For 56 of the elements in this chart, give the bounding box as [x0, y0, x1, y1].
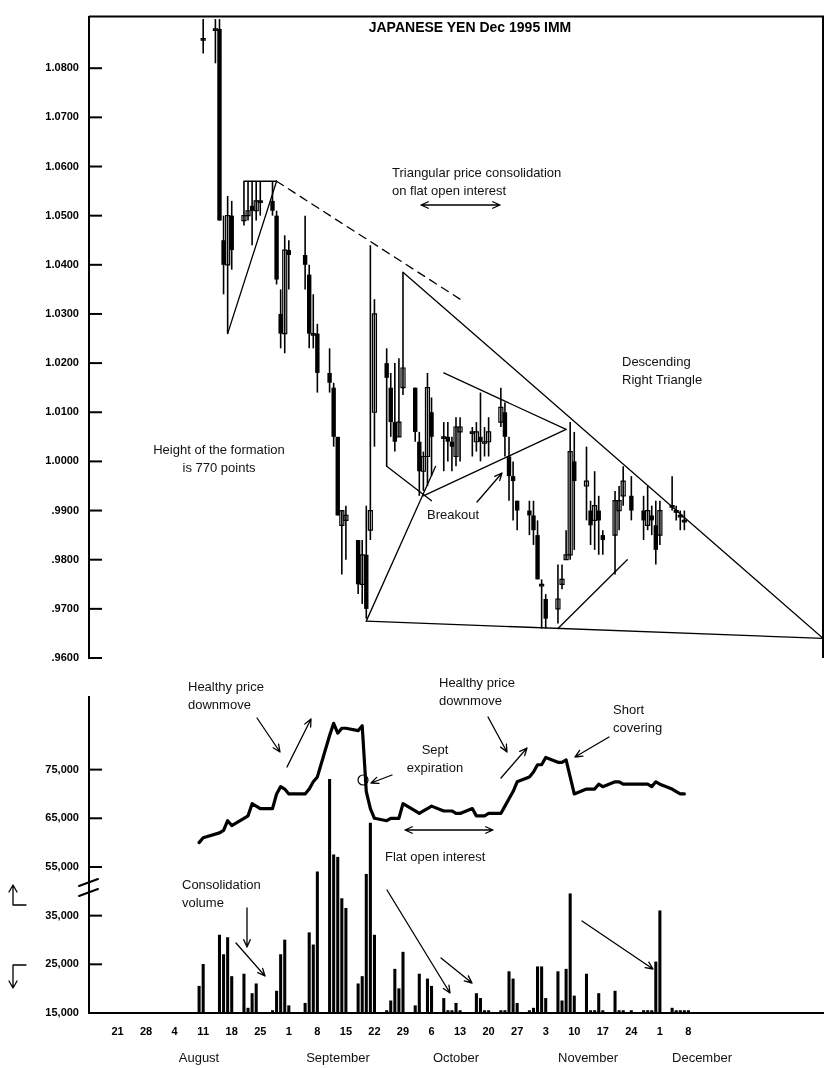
y-tick-label: 35,000	[45, 908, 79, 921]
x-tick-label: 29	[396, 1024, 410, 1037]
x-tick-label: 1	[285, 1024, 292, 1037]
y-tick-label: 1.0500	[45, 208, 79, 221]
y-tick-label: 1.0600	[45, 159, 79, 172]
x-tick-label: 24	[625, 1024, 639, 1037]
y-tick-label: 55,000	[45, 860, 79, 872]
y-tick-label: .9900	[51, 503, 79, 516]
y-tick-label: 1.0300	[45, 306, 79, 319]
x-tick-label: 8	[314, 1024, 321, 1037]
x-tick-label: 18	[225, 1024, 238, 1037]
y-tick-label: .9700	[51, 601, 79, 614]
x-tick-label: 11	[197, 1024, 209, 1037]
y-tick-label: 25,000	[45, 957, 79, 970]
annotation: Triangular price consolidation on flat open interest	[392, 164, 562, 200]
x-tick-label: 17	[596, 1024, 609, 1037]
annotation: Height of the formation is 770 points	[153, 441, 285, 477]
annotation: Healthy price downmove	[439, 674, 515, 710]
annotation: Short covering	[613, 701, 663, 737]
x-tick-label: 20	[482, 1024, 495, 1037]
text: September	[306, 1049, 370, 1067]
x-tick-label: 27	[511, 1024, 524, 1037]
y-tick-label: 1.0400	[45, 257, 79, 270]
y-tick-label: 15,000	[45, 1006, 79, 1019]
annotation: Descending Right Triangle	[622, 353, 703, 389]
y-tick-label: 75,000	[45, 762, 79, 775]
x-tick-label: 15	[339, 1024, 353, 1037]
y-tick-label: 1.0700	[45, 110, 79, 123]
x-tick-label: 25	[254, 1024, 267, 1037]
text: August	[178, 1049, 220, 1067]
x-tick-label: 6	[428, 1024, 435, 1037]
annotation: Healthy price downmove	[188, 678, 264, 714]
text: November	[558, 1049, 618, 1067]
y-tick-label: .9600	[51, 651, 79, 664]
chart-title: JAPANESE YEN Dec 1995 IMM	[368, 19, 572, 35]
y-tick-label: 65,000	[45, 811, 79, 824]
x-tick-label: 21	[111, 1024, 124, 1037]
y-tick-label: 1.0800	[45, 61, 79, 74]
annotation: Flat open interest	[385, 848, 486, 866]
text: October	[432, 1049, 480, 1067]
y-tick-label: 1.0200	[45, 356, 79, 369]
y-tick-label: 1.0000	[45, 454, 79, 467]
x-tick-label: 8	[685, 1024, 692, 1037]
x-tick-label: 13	[453, 1024, 467, 1037]
text: December	[672, 1049, 732, 1067]
y-tick-label: .9800	[51, 552, 79, 565]
x-tick-label: 28	[139, 1024, 153, 1037]
x-tick-label: 1	[656, 1024, 663, 1037]
x-tick-label: 4	[171, 1024, 179, 1037]
annotation: Breakout	[427, 506, 480, 524]
annotation: Sept expiration	[406, 741, 464, 777]
x-tick-label: 10	[568, 1024, 581, 1037]
y-tick-label: 1.0100	[45, 405, 79, 418]
x-tick-label: 3	[542, 1024, 549, 1037]
x-tick-label: 22	[368, 1024, 381, 1037]
annotation: Consolidation volume	[182, 876, 261, 912]
